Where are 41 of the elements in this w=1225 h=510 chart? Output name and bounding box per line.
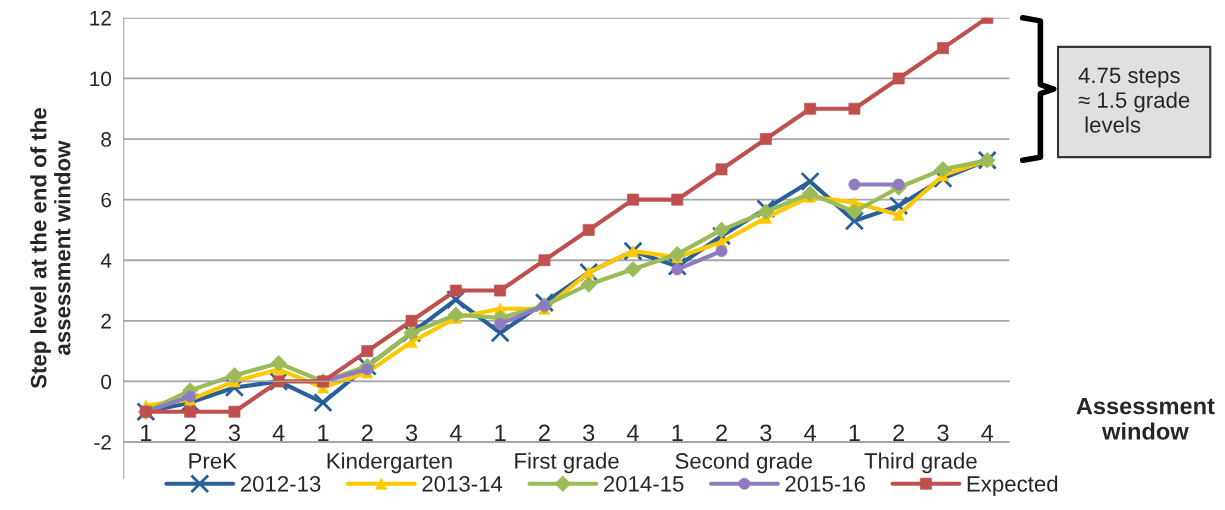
y-tick-label: 10 [90, 71, 112, 87]
y-axis-title: Step level at the end of the assessment window [30, 108, 71, 389]
x-tick-label: 1 [672, 424, 683, 441]
x-tick-label: 2 [539, 424, 550, 441]
x-tick-label: 3 [937, 424, 949, 442]
x-tick-label: 4 [981, 424, 994, 441]
y-tick-label: 0 [101, 374, 112, 390]
x-tick-label: 3 [583, 424, 595, 442]
x-tick-label: 1 [318, 424, 329, 441]
legend-label: 2013-14 [422, 475, 503, 492]
y-tick-label: 12 [90, 10, 111, 26]
x-tick-label: 3 [228, 424, 240, 442]
x-tick-label: 2 [361, 424, 373, 441]
y-tick-label: 2 [101, 313, 111, 329]
x-tick-label: 1 [141, 424, 152, 441]
y-tick-label: 6 [101, 192, 111, 208]
x-tick-label: 4 [626, 424, 639, 441]
legend-label: 2015-16 [785, 475, 865, 492]
text: 4.75 steps ≈ 1.5 grade levels [1078, 67, 1190, 133]
x-tick-label: 1 [495, 424, 506, 441]
y-tick-label: -2 [94, 435, 111, 450]
x-tick-label: 3 [405, 424, 418, 442]
y-tick-label: 8 [101, 132, 112, 147]
annotation: PreK [189, 453, 237, 469]
annotation: Second grade [675, 452, 812, 474]
legend-label: 2014-15 [603, 475, 684, 492]
x-axis-title: Assessment window [1076, 397, 1215, 440]
x-tick-label: 4 [804, 424, 816, 441]
x-tick-label: 2 [716, 424, 727, 441]
annotation: Kindergarten [327, 452, 452, 474]
x-tick-label: 4 [449, 424, 462, 441]
legend-label: Expected [967, 475, 1058, 497]
x-tick-label: 1 [849, 424, 860, 441]
annotation: Third grade [864, 452, 977, 474]
legend-label: 2012-13 [240, 475, 321, 492]
x-tick-label: 3 [760, 424, 772, 442]
x-tick-label: 4 [272, 424, 285, 441]
y-tick-label: 4 [100, 253, 112, 268]
annotation: First grade [515, 452, 619, 474]
x-tick-label: 2 [184, 424, 196, 441]
x-tick-label: 2 [893, 424, 905, 441]
